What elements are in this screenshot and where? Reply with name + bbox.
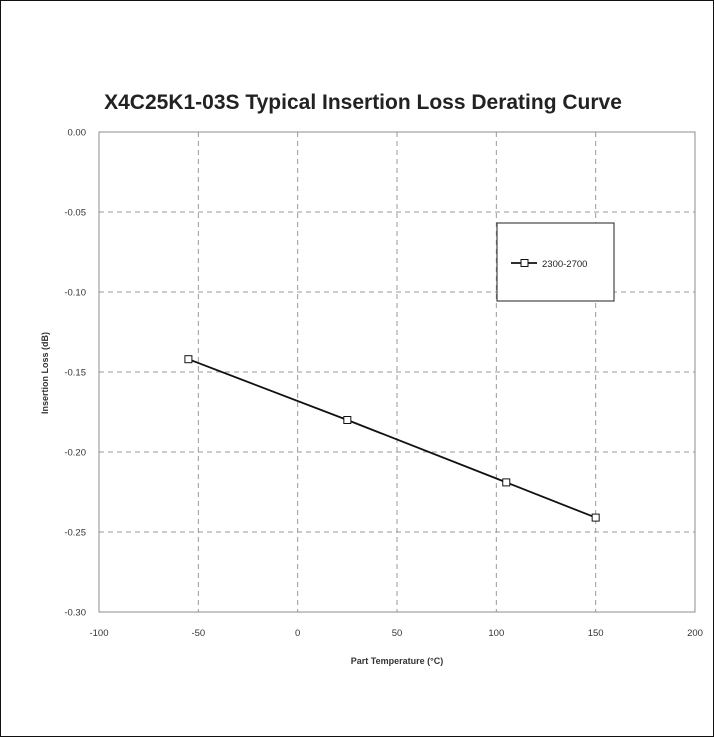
y-tick-labels: 0.00 -0.05 -0.10 -0.15 -0.20 -0.25 -0.30	[64, 128, 86, 619]
legend-box	[496, 222, 615, 302]
y-axis-label: Insertion Loss (dB)	[40, 332, 50, 414]
data-point-marker	[343, 416, 352, 424]
x-tick-label: 0	[295, 628, 300, 639]
x-tick-label: -50	[191, 628, 205, 639]
legend-entry-label: 2300-2700	[542, 259, 587, 270]
plot-area	[98, 131, 696, 613]
legend: 2300-2700	[496, 222, 615, 302]
y-tick-label: -0.20	[64, 448, 86, 459]
y-tick-label: -0.30	[64, 608, 86, 619]
data-point-marker	[591, 513, 600, 522]
chart-title: X4C25K1-03S Typical Insertion Loss Derat…	[104, 91, 622, 114]
y-tick-label: -0.05	[64, 208, 86, 219]
x-axis-label: Part Temperature (°C)	[351, 656, 443, 666]
data-point-marker	[502, 478, 511, 487]
x-tick-label: 200	[687, 628, 703, 639]
y-tick-label: -0.25	[64, 528, 86, 539]
series-layer	[184, 355, 600, 522]
x-tick-label: 50	[392, 628, 403, 639]
grid-lines	[99, 132, 695, 612]
y-tick-label: 0.00	[68, 128, 87, 139]
legend-marker-swatch	[520, 259, 529, 267]
x-tick-label: 100	[488, 628, 504, 639]
x-tick-label: 150	[588, 628, 604, 639]
x-tick-label: -100	[89, 628, 108, 639]
data-point-marker	[184, 355, 193, 364]
x-tick-labels: -100 -50 0 50 100 150 200	[89, 628, 702, 639]
series-line	[188, 358, 596, 519]
y-tick-label: -0.15	[64, 368, 86, 379]
y-tick-label: -0.10	[64, 288, 86, 299]
